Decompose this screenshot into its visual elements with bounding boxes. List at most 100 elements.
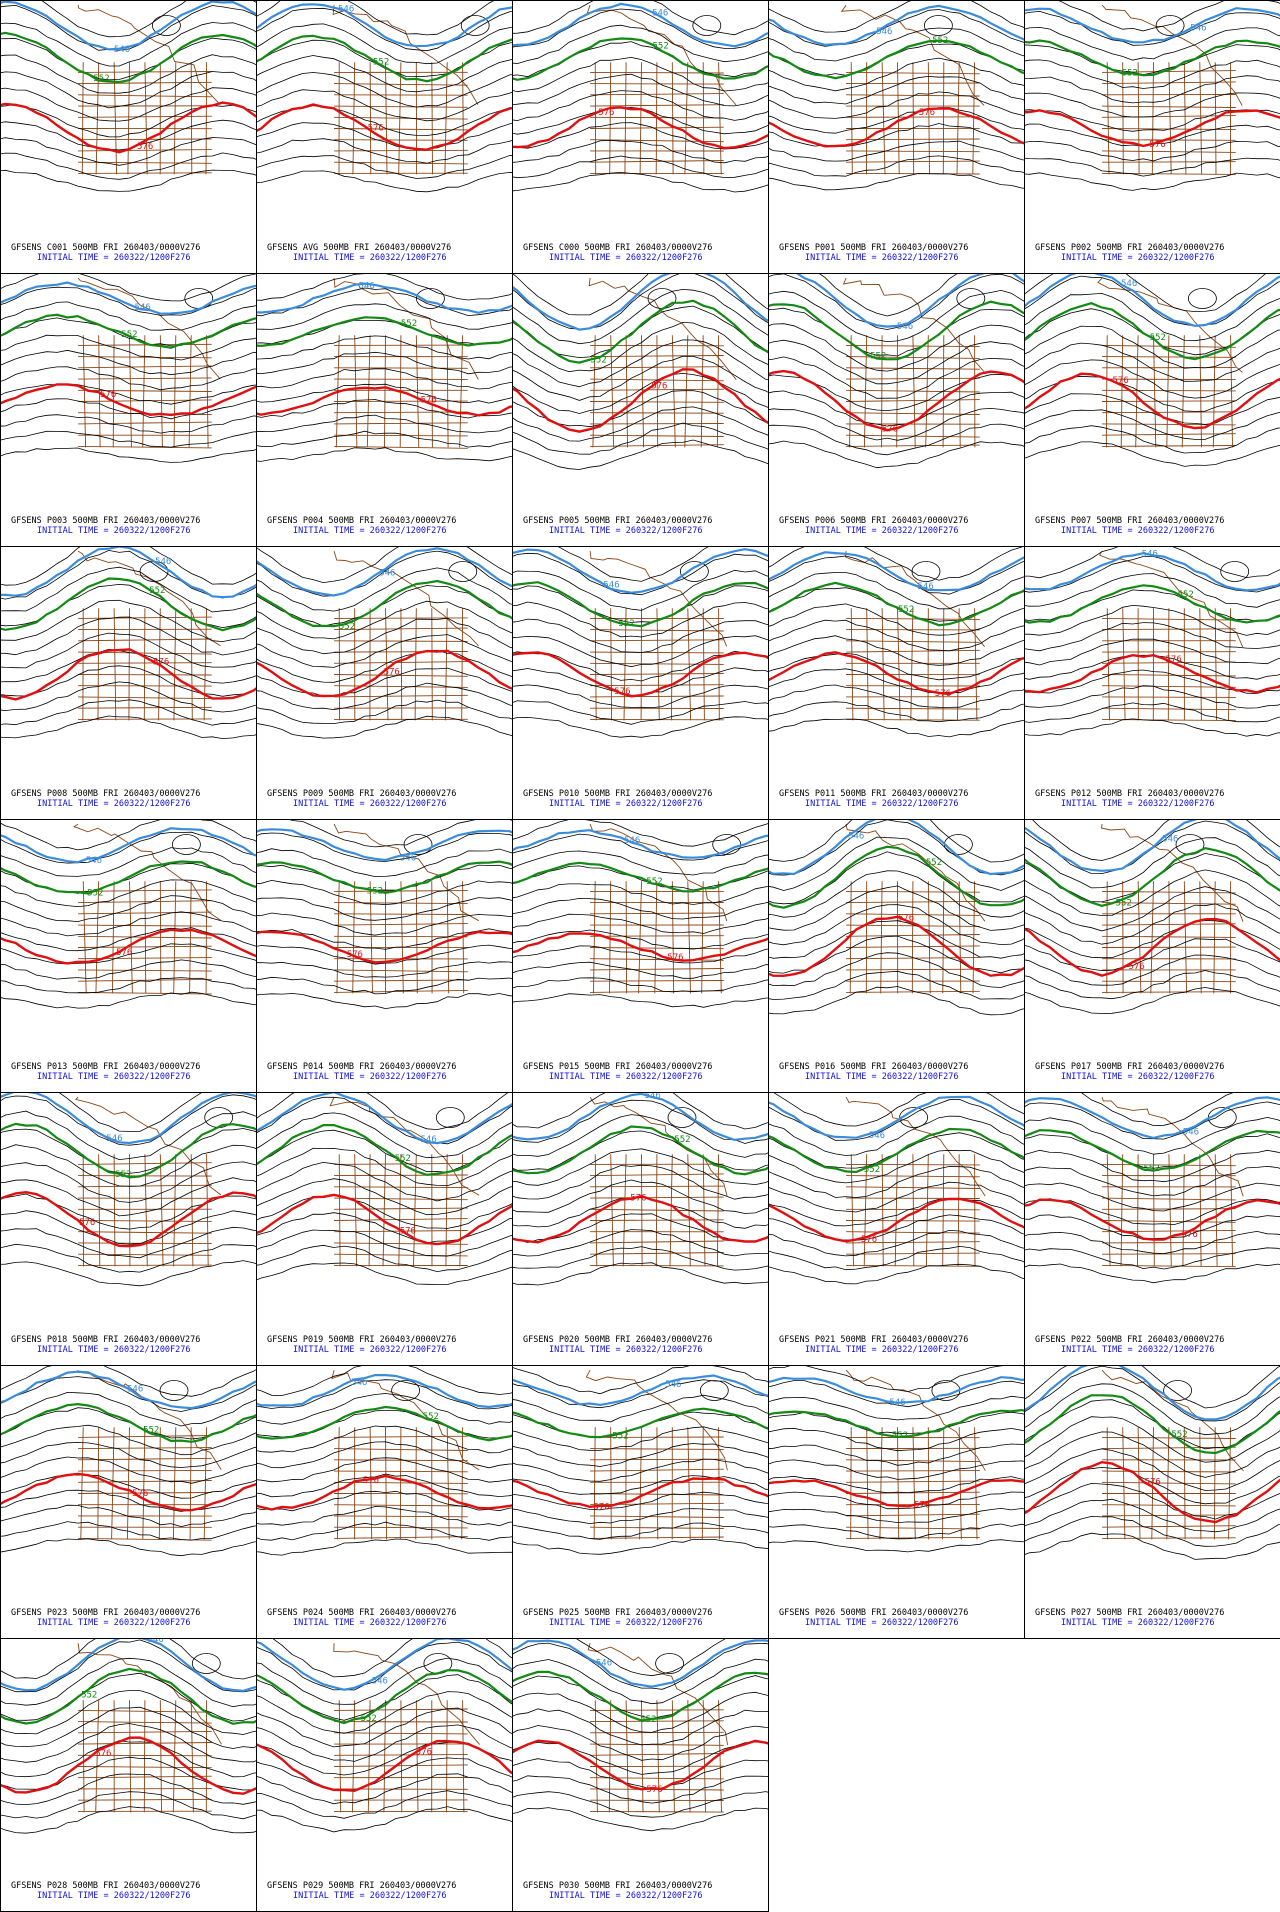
panel-title: GFSENS P025 500MB FRI 260403/0000V276 (523, 1608, 713, 1618)
contour-label-576: 576 (132, 1489, 148, 1499)
contour-line-576 (769, 651, 1024, 696)
contour-line-552 (1025, 39, 1280, 77)
panel-initial-time: INITIAL TIME = 260322/1200F276 (293, 1072, 447, 1082)
ensemble-panel-p023: 546 552 576 GFSENS P023 500MB FRI 260403/00… (0, 1365, 257, 1639)
height-contours (257, 1366, 512, 1556)
height-map: 546 552 576 (769, 820, 1024, 1016)
height-contours (1025, 820, 1280, 1014)
contour-line-552 (257, 579, 512, 628)
contour-line-576 (513, 1477, 768, 1509)
panel-title: GFSENS P005 500MB FRI 260403/0000V276 (523, 516, 713, 526)
contour-line-576 (513, 651, 768, 698)
ensemble-panel-p010: 546 552 576 GFSENS P010 500MB FRI 260403/00… (512, 546, 769, 820)
contour-label-546: 546 (869, 1131, 885, 1141)
panel-initial-time: INITIAL TIME = 260322/1200F276 (549, 1618, 703, 1628)
contour-label-576: 576 (416, 1748, 432, 1758)
panel-title: GFSENS P027 500MB FRI 260403/0000V276 (1035, 1608, 1225, 1618)
ensemble-panel-p019: 546 552 576 GFSENS P019 500MB FRI 260403/00… (256, 1092, 513, 1366)
geography (333, 278, 479, 449)
height-map: 546 552 576 (1025, 274, 1280, 467)
panel-title: GFSENS AVG 500MB FRI 260403/0000V276 (267, 243, 452, 253)
contour-label-552: 552 (401, 319, 417, 329)
panel-initial-time: INITIAL TIME = 260322/1200F276 (293, 253, 447, 263)
height-map: 546 552 576 (1025, 1, 1280, 191)
contour-label-552: 552 (1178, 590, 1194, 600)
ensemble-panel-p009: 546 552 576 GFSENS P009 500MB FRI 260403/00… (256, 546, 513, 820)
contour-label-546: 546 (127, 1385, 143, 1395)
height-contours (513, 547, 768, 738)
contour-line-576 (1, 1190, 256, 1248)
contour-label-552: 552 (1171, 1430, 1187, 1440)
contour-line-546 (1025, 7, 1280, 44)
geography (845, 1369, 986, 1540)
ensemble-panel-p027: 546 552 576 GFSENS P027 500MB FRI 260403/00… (1024, 1365, 1280, 1639)
contour-line-546 (769, 551, 1024, 592)
contour-label-576: 576 (598, 108, 614, 118)
contour-line-546 (1025, 820, 1280, 872)
panel-initial-time: INITIAL TIME = 260322/1200F276 (1061, 1345, 1215, 1355)
panel-title: GFSENS P014 500MB FRI 260403/0000V276 (267, 1062, 457, 1072)
geography (333, 823, 480, 994)
geography (589, 551, 728, 721)
panel-title: GFSENS P020 500MB FRI 260403/0000V276 (523, 1335, 713, 1345)
contour-line-552 (1, 860, 256, 895)
contour-line-546 (257, 547, 512, 597)
height-contours (769, 274, 1024, 469)
panel-initial-time: INITIAL TIME = 260322/1200F276 (805, 799, 959, 809)
contour-label-576: 576 (914, 1501, 930, 1511)
contour-label-546: 546 (1114, 1366, 1130, 1369)
contour-label-576: 576 (646, 1785, 662, 1795)
contour-label-552: 552 (864, 1165, 880, 1175)
contour-line-552 (1, 31, 256, 84)
contour-line-546 (513, 1093, 768, 1142)
contour-line-576 (769, 369, 1024, 432)
panel-initial-time: INITIAL TIME = 260322/1200F276 (1061, 1618, 1215, 1628)
contour-label-546: 546 (114, 45, 130, 55)
height-map: 546 552 576 (769, 1093, 1024, 1285)
panel-title: GFSENS P023 500MB FRI 260403/0000V276 (11, 1608, 201, 1618)
contour-label-552: 552 (395, 1154, 411, 1164)
panel-title: GFSENS P018 500MB FRI 260403/0000V276 (11, 1335, 201, 1345)
contour-label-546: 546 (106, 1134, 122, 1144)
height-map: 546 552 576 (1, 274, 256, 463)
height-map: 546 552 576 (257, 1093, 512, 1285)
contour-line-576 (513, 1739, 768, 1791)
contour-label-576: 576 (100, 390, 116, 400)
contour-label-552: 552 (143, 1425, 159, 1435)
ensemble-panel-p004: 546 552 576 GFSENS P004 500MB FRI 260403/00… (256, 273, 513, 547)
geography (586, 4, 737, 175)
contour-label-546: 546 (148, 1639, 164, 1645)
contour-line-576 (1, 383, 256, 417)
ensemble-panel-p008: 546 552 576 GFSENS P008 500MB FRI 260403/00… (0, 546, 257, 820)
height-map: 546 552 576 (769, 1366, 1024, 1553)
contour-label-552: 552 (1116, 899, 1132, 909)
contour-line-546 (513, 1374, 768, 1407)
contour-label-546: 546 (372, 1676, 388, 1686)
height-contours (1025, 274, 1280, 467)
contour-line-576 (513, 1194, 768, 1244)
contour-label-576: 576 (919, 108, 935, 118)
height-contours (769, 1, 1024, 191)
contour-label-552: 552 (93, 74, 109, 84)
contour-line-552 (1, 1667, 256, 1725)
contour-line-576 (769, 107, 1024, 148)
contour-label-576: 576 (368, 123, 384, 133)
ensemble-panel-avg: 546 552 576 GFSENS AVG 500MB FRI 260403/000… (256, 0, 513, 274)
contour-label-576: 576 (347, 950, 363, 960)
height-map: 546 552 576 (513, 274, 768, 470)
contour-label-552: 552 (1144, 1164, 1160, 1174)
contour-line-552 (513, 581, 768, 628)
height-map: 546 552 576 (1, 547, 256, 740)
geography (840, 4, 985, 175)
contour-line-552 (1, 313, 256, 349)
contour-label-576: 576 (898, 914, 914, 924)
contour-line-546 (513, 2, 768, 48)
contour-line-552 (769, 39, 1024, 80)
height-contours (257, 1093, 512, 1285)
height-contours (1, 820, 256, 1009)
contour-label-552: 552 (373, 57, 389, 67)
ensemble-panel-p028: 546 552 576 GFSENS P028 500MB FRI 260403/00… (0, 1638, 257, 1912)
height-map: 546 552 576 (1, 1093, 256, 1287)
panel-title: GFSENS P029 500MB FRI 260403/0000V276 (267, 1881, 457, 1891)
height-contours (513, 274, 768, 470)
